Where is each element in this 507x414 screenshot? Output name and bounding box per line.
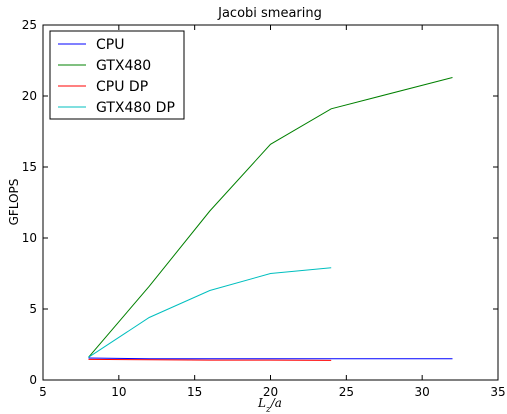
legend-label: GTX480 DP [96,100,175,116]
y-axis-label: GFLOPS [7,179,21,226]
series-line-gtx480 [88,77,453,358]
legend-label: GTX480 [96,58,151,74]
y-tick-label: 0 [29,373,37,387]
x-tick-label: 30 [415,385,430,399]
series-line-gtx480-dp [88,267,332,358]
y-tick-label: 5 [29,302,37,316]
y-tick-label: 20 [22,89,37,103]
x-tick-label: 25 [339,385,354,399]
x-tick-label: 20 [263,385,278,399]
y-tick-label: 25 [22,18,37,32]
x-tick-label: 35 [490,385,505,399]
x-axis-label-tail: /a [270,396,282,410]
series-line-cpu-dp [88,358,332,361]
x-tick-label: 15 [187,385,202,399]
series-line-cpu [88,357,453,360]
legend-box [49,30,185,120]
legend-label: CPU [96,37,124,53]
series-layer [88,77,453,361]
x-axis-label-main: L [257,396,266,410]
x-axis-label-sub: z [265,405,271,414]
legend-label: CPU DP [96,79,148,95]
x-tick-label: 5 [39,385,47,399]
x-axis-label: Lz/a [257,396,282,414]
y-tick-label: 15 [22,160,37,174]
y-tick-label: 10 [22,231,37,245]
x-axis-ticks: 5 10 15 20 25 30 35 [39,25,506,399]
legend: CPU GTX480 CPU DP GTX480 DP [49,30,185,120]
chart-title: Jacobi smearing [217,6,322,21]
y-axis-ticks: 0 5 10 15 20 25 [22,18,498,387]
x-tick-label: 10 [111,385,126,399]
